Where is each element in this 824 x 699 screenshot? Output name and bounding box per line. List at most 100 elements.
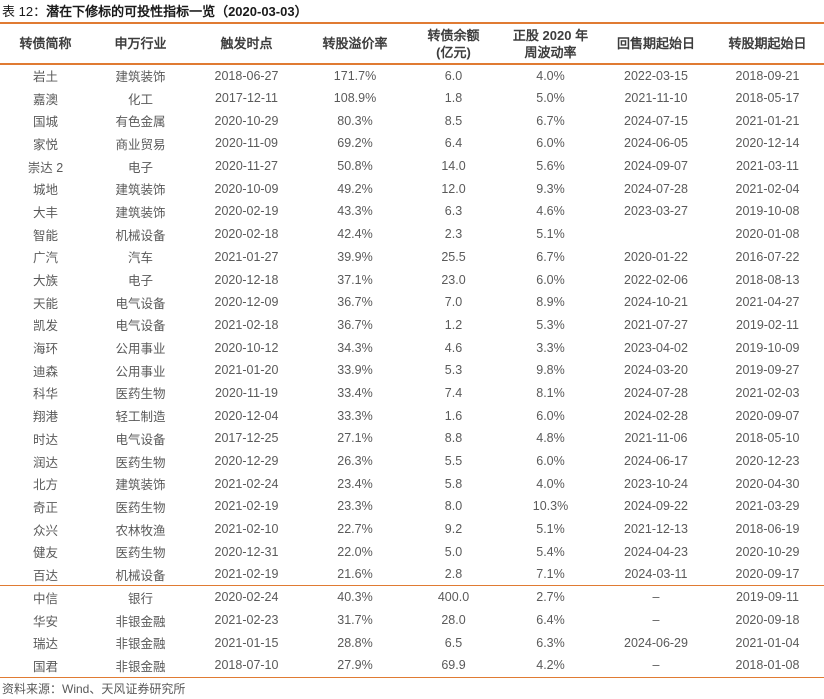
premium-cell: 27.1% (337, 431, 373, 446)
volatility-cell: 4.6% (536, 204, 565, 219)
table-row: 迪森 公用事业 2021-01-20 33.9% 5.3 9.8% 2024-03-20 20… (0, 359, 824, 382)
industry-cell: 建筑装饰 (115, 70, 166, 85)
trigger-date-cell: 2020-12-29 (214, 454, 279, 469)
premium-cell: 36.7% (337, 295, 373, 310)
name-cell: 城地 (32, 183, 58, 198)
industry-cell: 农林牧渔 (115, 523, 166, 538)
balance-cell: 9.2 (444, 522, 463, 537)
table-header-row: 转债简称 申万行业 触发时点 转股溢价率 转债余额 (亿元) 正股 2020 年 周波动率… (0, 24, 824, 65)
balance-cell: 7.0 (444, 295, 463, 310)
name-cell: 百达 (32, 568, 58, 583)
balance-cell: 2.3 (444, 227, 463, 242)
premium-cell: 28.8% (337, 635, 373, 650)
premium-cell: 80.3% (337, 113, 373, 128)
put-start-cell: 2021-11-06 (624, 431, 688, 446)
balance-cell: 6.5 (444, 635, 463, 650)
industry-cell: 电气设备 (115, 319, 166, 334)
conversion-start-cell: 2020-09-07 (735, 408, 800, 423)
balance-cell: 5.8 (444, 476, 463, 491)
volatility-cell: 4.0% (536, 68, 565, 83)
put-start-cell: 2023-04-02 (624, 340, 688, 355)
balance-cell: 23.0 (441, 272, 466, 287)
balance-cell: 5.5 (444, 454, 463, 469)
put-start-cell: – (652, 658, 660, 673)
trigger-date-cell: 2020-02-18 (214, 227, 279, 242)
premium-cell: 31.7% (337, 613, 373, 627)
conversion-start-cell: 2021-04-27 (735, 295, 800, 310)
industry-cell: 医药生物 (115, 455, 166, 470)
balance-cell: 1.2 (444, 317, 463, 332)
premium-cell: 33.4% (337, 385, 373, 400)
industry-cell: 化工 (127, 92, 153, 107)
trigger-date-cell: 2021-01-27 (214, 249, 279, 264)
source-note: 资料来源：Wind、天风证券研究所 (2, 681, 186, 696)
trigger-date-cell: 2020-12-18 (214, 272, 279, 287)
trigger-date-cell: 2020-02-24 (214, 590, 279, 605)
put-start-cell: 2023-03-27 (624, 204, 688, 219)
put-start-cell: 2024-04-23 (624, 544, 688, 559)
table-row: 广汽 汽车 2021-01-27 39.9% 25.5 6.7% 2020-01-22 201… (0, 246, 824, 269)
trigger-date-cell: 2020-10-09 (214, 181, 279, 196)
conversion-start-cell: 2018-05-17 (735, 91, 800, 106)
balance-cell: 7.4 (444, 385, 463, 400)
table-body-main-group: 岩土 建筑装饰 2018-06-27 171.7% 6.0 4.0% 2022-03-15 2… (0, 64, 824, 586)
conversion-start-cell: 2019-02-11 (735, 317, 799, 332)
volatility-cell: 4.0% (536, 476, 565, 491)
industry-cell: 非银金融 (115, 614, 166, 629)
conversion-start-cell: 2018-09-21 (735, 68, 800, 83)
premium-cell: 49.2% (337, 181, 373, 196)
conversion-start-cell: 2020-12-14 (735, 136, 800, 151)
table-row: 国城 有色金属 2020-10-29 80.3% 8.5 6.7% 2024-07-15 20… (0, 109, 824, 132)
table-row: 国君 非银金融 2018-07-10 27.9% 69.9 4.2% – 2018-01-08 (0, 654, 824, 677)
put-start-cell: 2024-06-17 (624, 454, 688, 469)
volatility-cell: 5.6% (536, 159, 565, 174)
trigger-date-cell: 2021-01-20 (214, 363, 279, 378)
volatility-cell: 5.4% (536, 544, 565, 559)
conversion-start-cell: 2019-09-11 (735, 590, 799, 605)
industry-cell: 非银金融 (115, 659, 166, 674)
industry-cell: 有色金属 (115, 115, 166, 130)
conversion-start-cell: 2019-10-09 (735, 340, 800, 355)
table-row: 大族 电子 2020-12-18 37.1% 23.0 6.0% 2022-02-06 201… (0, 268, 824, 291)
premium-cell: 33.3% (337, 408, 373, 423)
balance-cell: 4.6 (444, 340, 463, 355)
balance-cell: 6.0 (444, 68, 463, 83)
table-number-label: 表 12： (2, 4, 47, 19)
industry-cell: 轻工制造 (115, 410, 166, 425)
trigger-date-cell: 2021-02-23 (214, 613, 279, 627)
table-row: 百达 机械设备 2021-02-19 21.6% 2.8 7.1% 2024-03-11 20… (0, 563, 824, 586)
column-header-balance: 转债余额 (亿元) (407, 24, 500, 65)
column-header-premium: 转股溢价率 (303, 24, 407, 65)
premium-cell: 22.0% (337, 544, 373, 559)
name-cell: 大族 (32, 274, 58, 289)
industry-cell: 建筑装饰 (115, 205, 166, 220)
premium-cell: 42.4% (337, 227, 373, 242)
name-cell: 迪森 (32, 364, 58, 379)
balance-cell: 8.0 (444, 499, 463, 514)
conversion-start-cell: 2018-06-19 (735, 522, 800, 537)
table-row: 家悦 商业贸易 2020-11-09 69.2% 6.4 6.0% 2024-06-05 20… (0, 132, 824, 155)
column-header-volatility: 正股 2020 年 周波动率 (500, 24, 601, 65)
conversion-start-cell: 2020-09-18 (735, 613, 800, 627)
name-cell: 奇正 (32, 500, 58, 515)
balance-cell: 12.0 (441, 181, 466, 196)
balance-cell: 5.3 (444, 363, 463, 378)
balance-cell: 5.0 (444, 544, 463, 559)
premium-cell: 50.8% (337, 159, 373, 174)
table-row: 润达 医药生物 2020-12-29 26.3% 5.5 6.0% 2024-06-17 20… (0, 450, 824, 473)
name-cell: 瑞达 (32, 637, 58, 652)
industry-cell: 电气设备 (115, 296, 166, 311)
put-start-cell: 2022-03-15 (624, 68, 688, 83)
name-cell: 大丰 (32, 205, 58, 220)
volatility-cell: 6.0% (536, 272, 565, 287)
balance-cell: 1.8 (444, 91, 463, 106)
balance-cell: 8.8 (444, 431, 463, 446)
put-start-cell: – (652, 590, 660, 605)
name-cell: 北方 (32, 478, 58, 493)
trigger-date-cell: 2020-12-04 (214, 408, 279, 423)
trigger-date-cell: 2021-02-18 (214, 317, 279, 332)
put-start-cell: 2024-10-21 (624, 295, 688, 310)
table-row: 科华 医药生物 2020-11-19 33.4% 7.4 8.1% 2024-07-28 20… (0, 382, 824, 405)
put-start-cell: 2021-12-13 (624, 522, 688, 537)
conversion-start-cell: 2021-03-29 (735, 499, 800, 514)
